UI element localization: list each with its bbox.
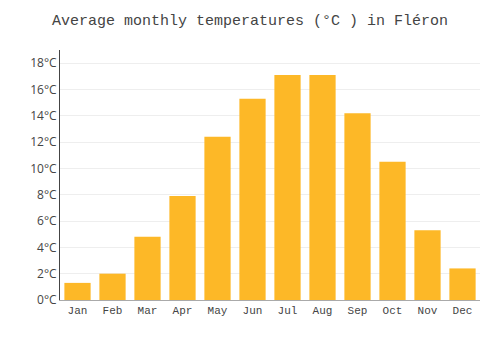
svg-text:Feb: Feb (103, 305, 123, 317)
svg-text:18°C: 18°C (30, 54, 57, 71)
svg-text:16°C: 16°C (30, 81, 57, 98)
svg-text:8°C: 8°C (37, 186, 57, 203)
svg-text:10°C: 10°C (30, 160, 57, 177)
svg-text:14°C: 14°C (30, 107, 57, 124)
svg-text:May: May (208, 305, 228, 317)
svg-text:4°C: 4°C (37, 239, 57, 256)
svg-text:6°C: 6°C (37, 212, 57, 229)
svg-text:Jan: Jan (68, 305, 88, 317)
svg-text:Jul: Jul (278, 305, 298, 317)
svg-text:Aug: Aug (313, 305, 333, 317)
svg-text:Sep: Sep (348, 305, 368, 317)
svg-text:Dec: Dec (453, 305, 473, 317)
svg-text:Mar: Mar (138, 305, 158, 317)
svg-text:0°C: 0°C (37, 291, 57, 308)
svg-text:2°C: 2°C (37, 265, 57, 282)
svg-text:Apr: Apr (173, 305, 193, 317)
svg-text:Oct: Oct (383, 305, 403, 317)
svg-text:Jun: Jun (243, 305, 263, 317)
svg-text:12°C: 12°C (30, 133, 57, 150)
svg-text:Nov: Nov (418, 305, 438, 317)
svg-text:Average monthly temperatures (: Average monthly temperatures (°C ) in Fl… (52, 13, 448, 30)
